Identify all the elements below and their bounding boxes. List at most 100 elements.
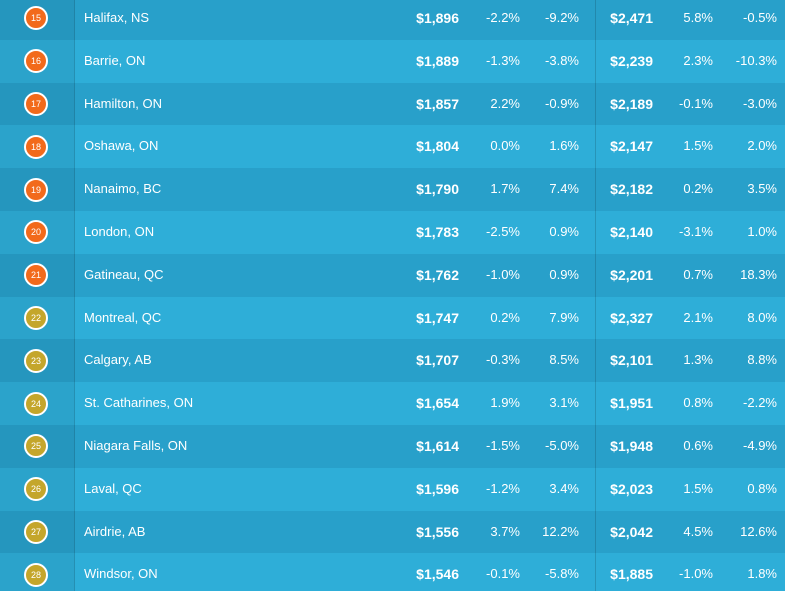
two-bedroom-price: $2,201 xyxy=(610,266,653,283)
two-bedroom-yearly-change: 2.0% xyxy=(747,138,777,154)
two-bedroom-monthly-change: -0.1% xyxy=(679,95,713,111)
one-bedroom-monthly-change: -1.2% xyxy=(486,480,520,496)
two-bedroom-monthly-change: -1.0% xyxy=(679,566,713,582)
city-name: Nanaimo, BC xyxy=(84,181,162,197)
rank-badge: 17 xyxy=(24,91,48,116)
one-bedroom-monthly-change: 3.7% xyxy=(490,523,520,539)
rank-badge: 28 xyxy=(24,562,48,587)
two-bedroom-monthly-change: 1.5% xyxy=(683,480,713,496)
one-bedroom-price: $1,654 xyxy=(416,395,459,412)
table-row: 22 Montreal, QC $1,747 0.2% 7.9% $2,327 2.1% 8.… xyxy=(0,296,785,340)
rank-badge: 22 xyxy=(24,305,48,330)
rank-badge: 23 xyxy=(24,348,48,373)
two-bedroom-yearly-change: -2.2% xyxy=(743,395,777,411)
two-bedroom-yearly-change: 3.5% xyxy=(747,181,777,197)
table-row: 15 Halifax, NS $1,896 -2.2% -9.2% $2,471 5.8% -… xyxy=(0,0,785,40)
table-row: 26 Laval, QC $1,596 -1.2% 3.4% $2,023 1.5% 0.8% xyxy=(0,467,785,511)
two-bedroom-price: $2,182 xyxy=(610,181,653,198)
two-bedroom-monthly-change: 5.8% xyxy=(683,10,713,25)
table-row: 24 St. Catharines, ON $1,654 1.9% 3.1% $1,951… xyxy=(0,382,785,425)
one-bedroom-yearly-change: -5.8% xyxy=(545,566,579,582)
rank-badge: 21 xyxy=(24,263,48,288)
one-bedroom-monthly-change: 1.9% xyxy=(490,395,520,411)
rank-badge: 20 xyxy=(24,220,48,245)
city-name: Airdrie, AB xyxy=(84,523,146,539)
rank-badge: 18 xyxy=(24,134,48,159)
rank-cell: 21 xyxy=(0,253,75,297)
rank-cell: 24 xyxy=(0,382,75,425)
one-bedroom-yearly-change: 7.4% xyxy=(549,181,579,197)
one-bedroom-monthly-change: -2.2% xyxy=(486,10,520,25)
one-bedroom-yearly-change: -3.8% xyxy=(545,52,579,68)
rank-cell: 18 xyxy=(0,125,75,169)
one-bedroom-yearly-change: 3.4% xyxy=(549,480,579,496)
two-bedroom-price: $2,140 xyxy=(610,223,653,240)
rank-badge: 16 xyxy=(24,49,48,74)
one-bedroom-price: $1,556 xyxy=(416,523,459,540)
rank-cell: 20 xyxy=(0,210,75,254)
two-bedroom-price: $2,239 xyxy=(610,52,653,69)
column-divider xyxy=(595,296,596,340)
city-name: Calgary, AB xyxy=(84,352,152,368)
table-row: 28 Windsor, ON $1,546 -0.1% -5.8% $1,885 -1.0%… xyxy=(0,553,785,591)
one-bedroom-yearly-change: -9.2% xyxy=(545,10,579,25)
column-divider xyxy=(595,210,596,254)
table-row: 16 Barrie, ON $1,889 -1.3% -3.8% $2,239 2.3% -1… xyxy=(0,39,785,83)
rank-badge: 25 xyxy=(24,434,48,459)
one-bedroom-price: $1,857 xyxy=(416,95,459,112)
one-bedroom-monthly-change: 2.2% xyxy=(490,95,520,111)
rank-cell: 28 xyxy=(0,553,75,591)
one-bedroom-yearly-change: 1.6% xyxy=(549,138,579,154)
one-bedroom-yearly-change: 12.2% xyxy=(542,523,579,539)
one-bedroom-price: $1,790 xyxy=(416,181,459,198)
two-bedroom-price: $2,042 xyxy=(610,523,653,540)
column-divider xyxy=(595,467,596,511)
one-bedroom-yearly-change: -5.0% xyxy=(545,437,579,453)
two-bedroom-yearly-change: 12.6% xyxy=(740,523,777,539)
two-bedroom-yearly-change: -10.3% xyxy=(735,52,777,68)
two-bedroom-yearly-change: -0.5% xyxy=(743,10,777,25)
city-name: Halifax, NS xyxy=(84,10,150,25)
two-bedroom-price: $2,471 xyxy=(610,10,653,26)
one-bedroom-monthly-change: -1.0% xyxy=(486,266,520,282)
one-bedroom-price: $1,762 xyxy=(416,266,459,283)
two-bedroom-yearly-change: 8.8% xyxy=(747,352,777,368)
column-divider xyxy=(595,339,596,383)
two-bedroom-monthly-change: 0.6% xyxy=(683,437,713,453)
table-row: 18 Oshawa, ON $1,804 0.0% 1.6% $2,147 1.5% 2.0% xyxy=(0,125,785,169)
rank-badge: 27 xyxy=(24,519,48,544)
two-bedroom-monthly-change: 1.3% xyxy=(683,352,713,368)
column-divider xyxy=(595,424,596,468)
two-bedroom-yearly-change: 1.0% xyxy=(747,223,777,239)
one-bedroom-price: $1,707 xyxy=(416,352,459,369)
column-divider xyxy=(595,553,596,591)
city-name: Barrie, ON xyxy=(84,52,146,68)
two-bedroom-yearly-change: 0.8% xyxy=(747,480,777,496)
two-bedroom-monthly-change: -3.1% xyxy=(679,223,713,239)
city-name: Gatineau, QC xyxy=(84,266,164,282)
city-name: Montreal, QC xyxy=(84,309,162,325)
rank-cell: 15 xyxy=(0,0,75,40)
two-bedroom-monthly-change: 2.3% xyxy=(683,52,713,68)
rank-cell: 22 xyxy=(0,296,75,340)
two-bedroom-monthly-change: 1.5% xyxy=(683,138,713,154)
one-bedroom-price: $1,596 xyxy=(416,480,459,497)
one-bedroom-yearly-change: 7.9% xyxy=(549,309,579,325)
column-divider xyxy=(595,0,596,40)
rank-badge: 19 xyxy=(24,177,48,202)
one-bedroom-monthly-change: -1.3% xyxy=(486,52,520,68)
column-divider xyxy=(595,168,596,211)
one-bedroom-monthly-change: 0.2% xyxy=(490,309,520,325)
one-bedroom-yearly-change: 8.5% xyxy=(549,352,579,368)
one-bedroom-price: $1,896 xyxy=(416,10,459,26)
one-bedroom-price: $1,783 xyxy=(416,223,459,240)
table-row: 23 Calgary, AB $1,707 -0.3% 8.5% $2,101 1.3% 8.… xyxy=(0,339,785,383)
one-bedroom-monthly-change: -0.1% xyxy=(486,566,520,582)
two-bedroom-price: $2,327 xyxy=(610,309,653,326)
column-divider xyxy=(595,253,596,297)
city-name: Niagara Falls, ON xyxy=(84,437,188,453)
two-bedroom-price: $1,885 xyxy=(610,566,653,583)
two-bedroom-monthly-change: 2.1% xyxy=(683,309,713,325)
column-divider xyxy=(595,510,596,554)
